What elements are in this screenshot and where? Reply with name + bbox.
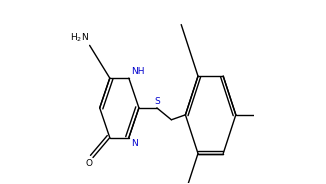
Text: O: O: [85, 159, 92, 168]
Text: H$_2$N: H$_2$N: [70, 31, 89, 44]
Text: N: N: [131, 139, 137, 148]
Text: NH: NH: [131, 67, 144, 76]
Text: S: S: [154, 97, 160, 106]
